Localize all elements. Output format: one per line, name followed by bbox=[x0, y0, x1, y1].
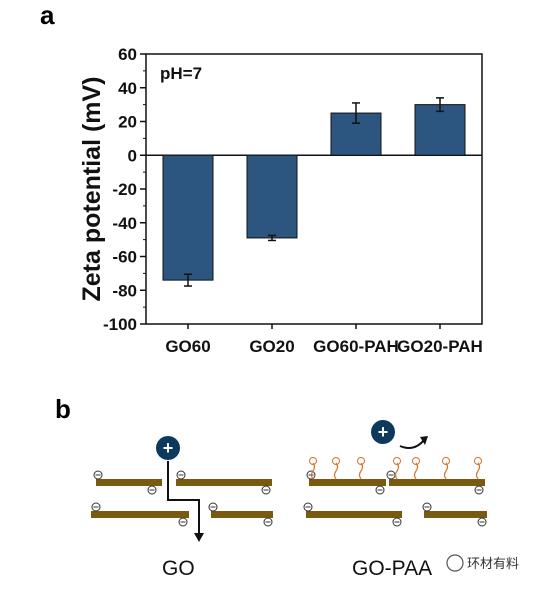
bars bbox=[162, 104, 466, 281]
polymer-chain bbox=[358, 462, 364, 480]
polymer-chain bbox=[475, 462, 481, 480]
go-sheet-bottom-right bbox=[211, 511, 273, 518]
bar-go20 bbox=[246, 154, 298, 239]
chain-end-group-icon bbox=[412, 457, 420, 465]
paa-cation-plus: + bbox=[378, 422, 389, 442]
polymer-chain bbox=[394, 462, 400, 480]
watermark-text: 环材有料 bbox=[467, 556, 519, 571]
paa-sheet-bottom-left bbox=[306, 511, 402, 518]
go-cation-plus: + bbox=[163, 438, 174, 458]
go-sheet-top-left bbox=[96, 479, 162, 486]
y-tick-label: 60 bbox=[118, 45, 137, 64]
repel-arrow bbox=[399, 439, 425, 449]
panel-label-a: a bbox=[40, 0, 55, 30]
paa-sheet-top-left bbox=[309, 479, 386, 486]
chain-end-group-icon bbox=[309, 457, 317, 465]
go-sheet-bottom-left bbox=[91, 511, 189, 518]
y-tick-label: 40 bbox=[118, 79, 137, 98]
polymer-chains bbox=[309, 457, 482, 480]
x-tick-label: GO20 bbox=[249, 337, 294, 356]
chain-end-group-icon bbox=[474, 457, 482, 465]
watermark-logo-icon bbox=[446, 554, 464, 572]
y-axis-ticks: -100 -80 -60 -40 -20 0 20 40 60 bbox=[103, 45, 146, 334]
polymer-chain bbox=[310, 462, 316, 480]
go-permeation-path bbox=[167, 461, 200, 535]
go-paa-label: GO-PAA bbox=[352, 557, 432, 580]
y-tick-label: -80 bbox=[112, 281, 137, 300]
y-tick-label: -40 bbox=[112, 214, 137, 233]
paa-sheet-top-right bbox=[389, 479, 485, 486]
polymer-chain bbox=[413, 462, 419, 480]
y-tick-label: -20 bbox=[112, 180, 137, 199]
error-bars bbox=[184, 97, 444, 287]
panel-label-b: b bbox=[55, 394, 71, 424]
go-label: GO bbox=[162, 557, 195, 580]
x-tick-label: GO20-PAH bbox=[397, 337, 483, 356]
go-arrow-head-icon bbox=[194, 533, 204, 542]
chain-end-group-icon bbox=[393, 457, 401, 465]
ph-annotation: pH=7 bbox=[160, 64, 202, 83]
chain-end-group-icon bbox=[357, 457, 365, 465]
bar-go60 bbox=[162, 154, 214, 281]
y-tick-label: -60 bbox=[112, 248, 137, 267]
paa-sheet-bottom-right bbox=[424, 511, 487, 518]
chain-end-group-icon bbox=[442, 457, 450, 465]
y-tick-label: -100 bbox=[103, 315, 137, 334]
y-axis-label: Zeta potential (mV) bbox=[78, 76, 106, 301]
adsorption-diagram: + GO + GO-PAA 环材有料 bbox=[91, 420, 519, 580]
x-tick-label: GO60-PAH bbox=[313, 337, 399, 356]
zeta-bar-chart: -100 -80 -60 -40 -20 0 20 40 60 GO60 GO20 GO60-PAH… bbox=[78, 45, 483, 356]
go-negative-charges bbox=[91, 470, 273, 527]
y-tick-label: 0 bbox=[128, 146, 137, 165]
bar-go20-pah bbox=[414, 104, 466, 156]
watermark: 环材有料 bbox=[446, 554, 519, 572]
repel-arrow-head-icon bbox=[420, 436, 428, 445]
polymer-chain bbox=[333, 462, 339, 480]
polymer-chain bbox=[443, 462, 449, 480]
paa-cation-icon bbox=[371, 420, 395, 444]
go-cation-icon bbox=[156, 436, 180, 460]
go-sheet-top-right bbox=[176, 479, 272, 486]
x-tick-label: GO60 bbox=[165, 337, 210, 356]
chain-end-group-icon bbox=[332, 457, 340, 465]
y-tick-label: 20 bbox=[118, 113, 137, 132]
